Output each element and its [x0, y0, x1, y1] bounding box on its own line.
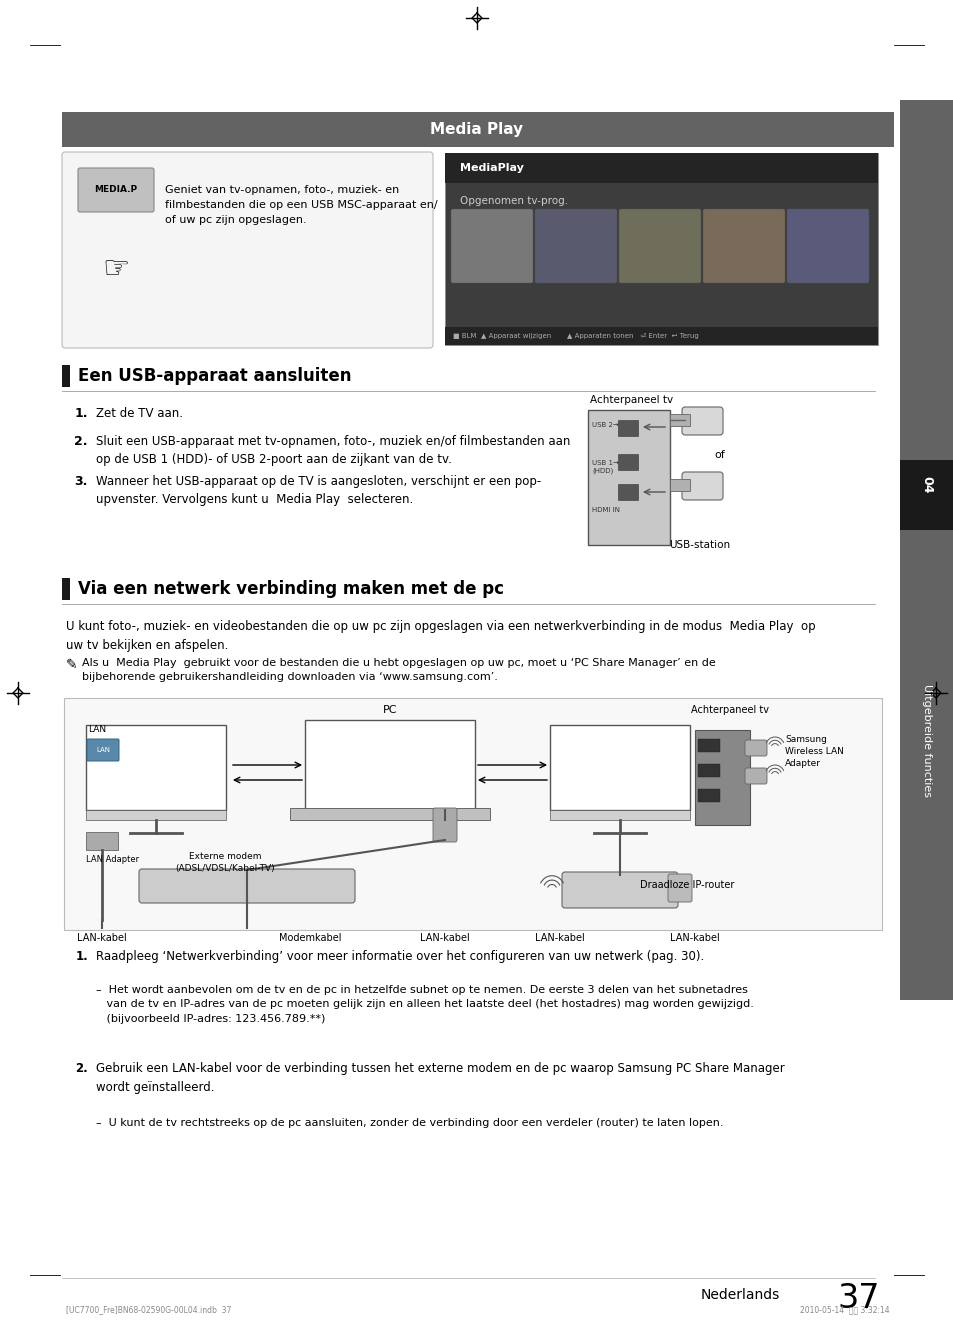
Bar — [698, 789, 720, 802]
FancyBboxPatch shape — [451, 209, 533, 283]
FancyBboxPatch shape — [702, 209, 784, 283]
Text: Sluit een USB-apparaat met tv-opnamen, foto-, muziek en/of filmbestanden aan
op : Sluit een USB-apparaat met tv-opnamen, f… — [96, 435, 570, 466]
FancyBboxPatch shape — [433, 808, 456, 841]
Text: Externe modem
(ADSL/VDSL/Kabel-TV): Externe modem (ADSL/VDSL/Kabel-TV) — [175, 852, 274, 873]
Bar — [62, 365, 70, 387]
Bar — [86, 832, 118, 849]
Bar — [86, 810, 226, 820]
Text: 37: 37 — [837, 1281, 879, 1314]
Text: Zet de TV aan.: Zet de TV aan. — [96, 407, 183, 420]
FancyBboxPatch shape — [62, 152, 433, 347]
Bar — [698, 764, 720, 777]
Text: ☞: ☞ — [102, 255, 130, 284]
Text: Via een netwerk verbinding maken met de pc: Via een netwerk verbinding maken met de … — [78, 580, 503, 598]
FancyBboxPatch shape — [786, 209, 868, 283]
Bar — [305, 720, 475, 815]
Bar — [669, 480, 689, 491]
Bar — [62, 579, 70, 600]
FancyBboxPatch shape — [681, 472, 722, 501]
Text: LAN-kabel: LAN-kabel — [419, 933, 470, 943]
Text: USB-station: USB-station — [669, 540, 730, 550]
Text: 04: 04 — [920, 477, 933, 494]
Text: [UC7700_Fre]BN68-02590G-00L04.indb  37: [UC7700_Fre]BN68-02590G-00L04.indb 37 — [66, 1305, 232, 1314]
Bar — [444, 328, 877, 345]
Bar — [444, 153, 877, 184]
Text: MEDIA.P: MEDIA.P — [94, 185, 137, 194]
Text: Achterpaneel tv: Achterpaneel tv — [690, 705, 768, 715]
FancyBboxPatch shape — [561, 872, 678, 908]
Text: Uitgebreide functies: Uitgebreide functies — [921, 683, 931, 797]
Text: LAN: LAN — [88, 725, 106, 734]
FancyBboxPatch shape — [87, 738, 119, 761]
Bar — [899, 530, 953, 1000]
FancyBboxPatch shape — [744, 740, 766, 756]
Text: MediaPlay: MediaPlay — [459, 162, 523, 173]
Text: PC: PC — [382, 705, 396, 715]
FancyBboxPatch shape — [78, 168, 153, 211]
Bar — [669, 413, 689, 425]
Bar — [695, 731, 749, 826]
Text: HDMI IN: HDMI IN — [592, 507, 619, 513]
Text: 2.: 2. — [74, 435, 88, 448]
FancyBboxPatch shape — [744, 768, 766, 783]
Text: Opgenomen tv-prog.: Opgenomen tv-prog. — [459, 196, 568, 206]
Text: LAN-kabel: LAN-kabel — [77, 933, 127, 943]
Text: LAN Adapter: LAN Adapter — [86, 855, 139, 864]
Text: ■ BLM  ▲ Apparaat wijzigen       ▲ Apparaten tonen   ⏎ Enter  ↩ Terug: ■ BLM ▲ Apparaat wijzigen ▲ Apparaten to… — [453, 333, 698, 339]
Bar — [64, 697, 882, 930]
Text: Een USB-apparaat aansluiten: Een USB-apparaat aansluiten — [78, 367, 351, 384]
Text: LAN: LAN — [96, 746, 110, 753]
Text: Samsung
Wireless LAN
Adapter: Samsung Wireless LAN Adapter — [784, 734, 843, 768]
Bar — [444, 153, 877, 345]
Text: 1.: 1. — [75, 950, 88, 963]
Bar — [290, 808, 490, 820]
Bar — [587, 410, 669, 546]
Bar — [550, 725, 689, 810]
Text: Draadloze IP-router: Draadloze IP-router — [639, 880, 734, 890]
Bar — [550, 810, 689, 820]
FancyBboxPatch shape — [667, 875, 691, 902]
Text: Nederlands: Nederlands — [700, 1288, 780, 1303]
Bar — [86, 725, 226, 810]
Text: Gebruik een LAN-kabel voor de verbinding tussen het externe modem en de pc waaro: Gebruik een LAN-kabel voor de verbinding… — [96, 1062, 784, 1094]
Text: –  Het wordt aanbevolen om de tv en de pc in hetzelfde subnet op te nemen. De ee: – Het wordt aanbevolen om de tv en de pc… — [96, 985, 753, 1024]
Bar — [698, 738, 720, 752]
Text: –  U kunt de tv rechtstreeks op de pc aansluiten, zonder de verbinding door een : – U kunt de tv rechtstreeks op de pc aan… — [96, 1118, 722, 1128]
Text: LAN-kabel: LAN-kabel — [669, 933, 720, 943]
Text: Als u  Media Play  gebruikt voor de bestanden die u hebt opgeslagen op uw pc, mo: Als u Media Play gebruikt voor de bestan… — [82, 658, 715, 683]
Text: USB 2→: USB 2→ — [592, 421, 618, 428]
Text: U kunt foto-, muziek- en videobestanden die op uw pc zijn opgeslagen via een net: U kunt foto-, muziek- en videobestanden … — [66, 620, 815, 653]
Text: Geniet van tv-opnamen, foto-, muziek- en
filmbestanden die op een USB MSC-appara: Geniet van tv-opnamen, foto-, muziek- en… — [165, 185, 437, 225]
Text: 1.: 1. — [74, 407, 88, 420]
Bar — [618, 454, 638, 470]
Text: USB 1→
(HDD): USB 1→ (HDD) — [592, 460, 618, 474]
Text: Raadpleeg ‘Netwerkverbinding’ voor meer informatie over het configureren van uw : Raadpleeg ‘Netwerkverbinding’ voor meer … — [96, 950, 703, 963]
Text: 2010-05-14  오후 3:32:14: 2010-05-14 오후 3:32:14 — [800, 1305, 889, 1314]
Text: Wanneer het USB-apparaat op de TV is aangesloten, verschijnt er een pop-
upvenst: Wanneer het USB-apparaat op de TV is aan… — [96, 476, 540, 506]
Bar — [899, 460, 953, 530]
FancyBboxPatch shape — [618, 209, 700, 283]
Text: Achterpaneel tv: Achterpaneel tv — [589, 395, 673, 406]
Bar — [899, 100, 953, 460]
Text: 3.: 3. — [74, 476, 88, 487]
Bar — [618, 420, 638, 436]
Text: LAN-kabel: LAN-kabel — [535, 933, 584, 943]
Bar — [618, 483, 638, 501]
Text: Modemkabel: Modemkabel — [278, 933, 341, 943]
Bar — [62, 112, 893, 147]
FancyBboxPatch shape — [139, 869, 355, 904]
FancyBboxPatch shape — [681, 407, 722, 435]
Text: Media Play: Media Play — [430, 122, 523, 137]
Text: ✎: ✎ — [66, 658, 77, 672]
FancyBboxPatch shape — [535, 209, 617, 283]
Text: 2.: 2. — [75, 1062, 88, 1075]
Text: of: of — [714, 450, 724, 460]
